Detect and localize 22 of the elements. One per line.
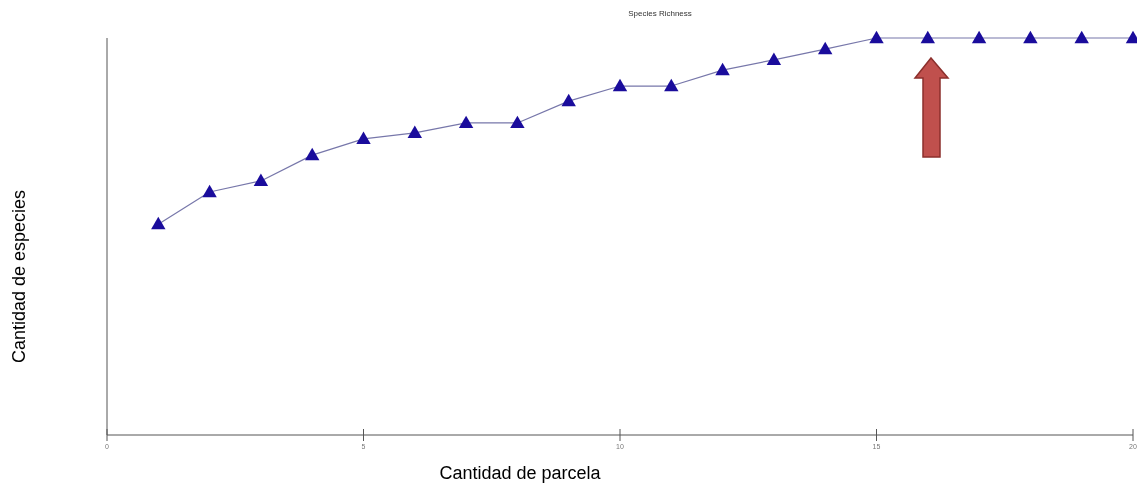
point (817, 41, 833, 55)
point (612, 78, 628, 92)
point (407, 125, 423, 139)
point (715, 62, 730, 76)
point (1074, 30, 1089, 44)
point (766, 52, 782, 65)
point (253, 173, 269, 187)
point (202, 184, 217, 198)
chart-title: Species Richness (628, 9, 692, 18)
point (869, 30, 884, 44)
y-axis-title: Cantidad de especies (9, 189, 29, 364)
point (151, 216, 166, 230)
point (920, 30, 936, 44)
point (561, 93, 576, 107)
point (510, 115, 525, 129)
point (458, 115, 474, 129)
point (356, 131, 371, 144)
point (664, 78, 679, 92)
point (304, 147, 320, 161)
point (1023, 30, 1038, 44)
x-axis-title: Cantidad de parcela (439, 463, 602, 483)
point (971, 30, 987, 44)
